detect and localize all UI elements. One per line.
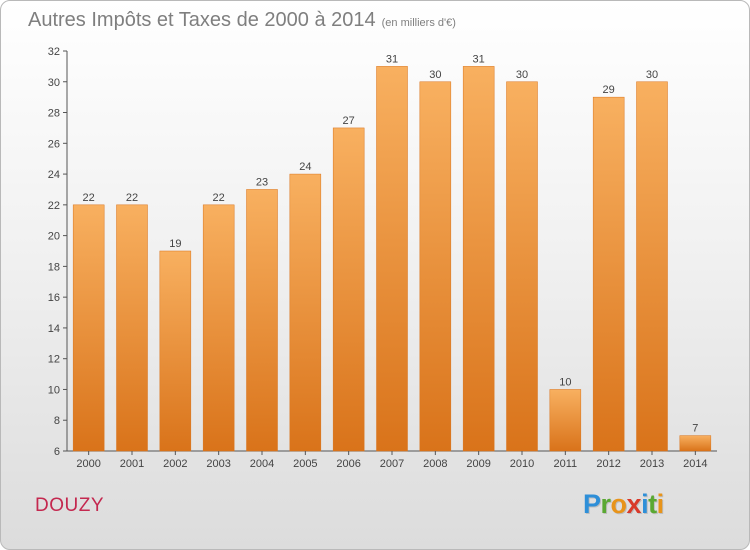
y-tick-label: 12: [48, 354, 60, 366]
logo-letter: t: [648, 489, 657, 519]
x-tick-label: 2002: [163, 458, 187, 470]
bar: [332, 127, 365, 452]
y-tick-label: 20: [48, 231, 60, 243]
x-tick-label: 2014: [683, 458, 707, 470]
bar-value-label: 24: [299, 161, 311, 173]
x-tick-label: 2012: [596, 458, 620, 470]
bar: [116, 204, 148, 452]
x-tick-label: 2000: [76, 458, 100, 470]
bar: [506, 81, 538, 452]
bar-value-label: 10: [559, 376, 571, 388]
bar-value-label: 7: [692, 423, 698, 435]
y-tick-label: 16: [48, 292, 60, 304]
bar-value-label: 30: [516, 69, 528, 81]
bar: [462, 66, 495, 452]
x-tick-label: 2008: [423, 458, 447, 470]
bar: [289, 173, 322, 452]
bar-value-label: 27: [343, 115, 355, 127]
y-tick-label: 18: [48, 261, 60, 273]
bar: [202, 204, 235, 452]
x-tick-label: 2001: [120, 458, 144, 470]
town-name: DOUZY: [35, 495, 104, 516]
bar-value-label: 22: [213, 192, 225, 204]
bar-value-label: 29: [603, 84, 615, 96]
logo-letter: P: [583, 489, 601, 519]
x-tick-label: 2011: [554, 458, 578, 470]
chart-title: Autres Impôts et Taxes de 2000 à 2014: [28, 9, 376, 31]
bar: [419, 81, 452, 452]
bar: [549, 389, 582, 452]
x-tick-label: 2006: [336, 458, 360, 470]
y-tick-label: 22: [48, 200, 60, 212]
bar-value-label: 31: [473, 53, 485, 65]
y-tick-label: 28: [48, 108, 60, 120]
bar: [679, 435, 712, 452]
chart-title-block: Autres Impôts et Taxes de 2000 à 2014 (en…: [28, 9, 456, 32]
bar: [159, 250, 192, 452]
bar-value-label: 19: [169, 238, 181, 250]
x-tick-label: 2013: [640, 458, 664, 470]
bar: [636, 81, 668, 452]
bar: [72, 204, 105, 452]
bar: [592, 96, 625, 452]
proxiti-logo: Proxiti: [583, 489, 664, 520]
x-tick-label: 2009: [466, 458, 490, 470]
y-tick-label: 32: [48, 46, 60, 58]
y-tick-label: 24: [48, 169, 60, 181]
logo-letter: o: [610, 489, 628, 519]
bar-value-label: 23: [256, 176, 268, 188]
x-tick-label: 2007: [380, 458, 404, 470]
bar-value-label: 31: [386, 53, 398, 65]
x-tick-label: 2004: [250, 458, 274, 470]
x-tick-label: 2010: [510, 458, 534, 470]
chart-subtitle: (en milliers d'€): [381, 17, 456, 29]
x-tick-label: 2005: [293, 458, 317, 470]
y-tick-label: 26: [48, 138, 60, 150]
logo-letter: x: [626, 489, 642, 519]
bar-value-label: 30: [646, 69, 658, 81]
bar: [246, 189, 278, 452]
y-tick-label: 6: [54, 446, 60, 458]
bar-value-label: 30: [429, 69, 441, 81]
y-tick-label: 30: [48, 77, 60, 89]
y-tick-label: 14: [48, 323, 60, 335]
logo-letter: i: [641, 489, 649, 519]
y-tick-label: 10: [48, 384, 60, 396]
bar: [376, 66, 408, 452]
x-tick-label: 2003: [206, 458, 230, 470]
bar-value-label: 22: [126, 192, 138, 204]
y-tick-label: 8: [54, 415, 60, 427]
logo-letter: r: [600, 489, 612, 519]
logo-letter: i: [656, 489, 665, 519]
bar-value-label: 22: [83, 192, 95, 204]
